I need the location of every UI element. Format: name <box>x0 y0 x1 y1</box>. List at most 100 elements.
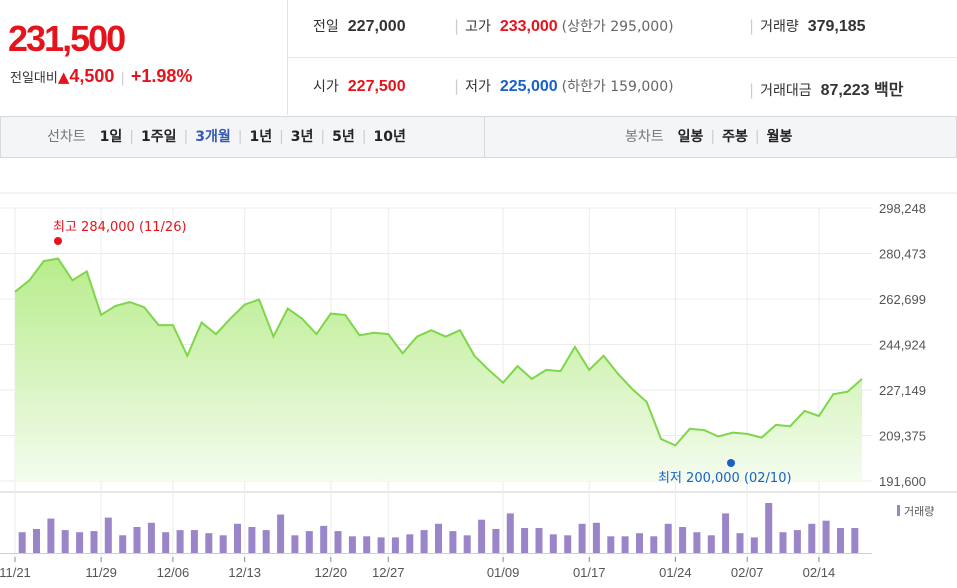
volume-bar <box>90 531 98 553</box>
x-tick-label: 02/14 <box>803 565 836 580</box>
stat-low: | 저가 225,000 (하한가 159,000) <box>454 77 674 95</box>
volume-bar <box>104 517 112 553</box>
volume-bar <box>693 532 701 553</box>
volume-bar <box>277 514 285 553</box>
candle-chart-label: 봉차트 <box>625 129 664 145</box>
stat-high: | 고가 233,000 (상한가 295,000) <box>454 17 674 35</box>
x-tick-label: 12/20 <box>315 565 348 580</box>
volume-bar <box>33 529 40 553</box>
tab-line-1[interactable]: 1주일 <box>140 129 177 145</box>
volume-bar <box>564 535 572 553</box>
x-tick-label: 11/21 <box>0 565 31 580</box>
volume-bar <box>119 535 127 553</box>
tab-line-0[interactable]: 1일 <box>99 129 123 145</box>
up-arrow-icon: ▲ <box>57 68 70 86</box>
volume-legend-label: 거래량 <box>904 505 934 518</box>
volume-bar <box>449 531 457 553</box>
volume-bar <box>808 523 816 553</box>
volume-bar <box>61 530 69 553</box>
tab-candle-2[interactable]: 월봉 <box>766 129 793 145</box>
volume-bar <box>463 535 471 553</box>
volume-bar <box>851 528 859 553</box>
price-box: 231,500 전일대비▲4,500 | +1.98% <box>0 0 288 115</box>
tab-candle-1[interactable]: 주봉 <box>722 129 748 145</box>
change-label: 전일대비 <box>10 71 58 86</box>
volume-bar <box>18 532 26 553</box>
volume-bar <box>391 537 399 553</box>
volume-bar <box>363 536 371 553</box>
volume-legend-swatch <box>897 505 900 516</box>
volume-bar <box>291 535 299 553</box>
volume-bar <box>664 523 672 553</box>
tab-line-2[interactable]: 3개월 <box>195 129 231 145</box>
y-tick-label: 209,375 <box>879 429 926 444</box>
volume-bar <box>722 513 730 553</box>
volume-bar <box>305 531 313 553</box>
max-point-marker <box>54 237 62 245</box>
y-tick-label: 298,248 <box>879 201 926 216</box>
x-tick-label: 02/07 <box>731 565 764 580</box>
tab-line-3[interactable]: 1년 <box>249 129 273 145</box>
volume-bar <box>234 523 241 553</box>
tab-line-4[interactable]: 3년 <box>290 129 314 145</box>
volume-bar <box>248 527 256 553</box>
x-tick-label: 11/29 <box>85 565 117 580</box>
volume-bar <box>750 537 758 553</box>
volume-bar <box>420 530 428 553</box>
candle-chart-tabs: 봉차트 일봉 | 주봉 | 월봉 <box>625 129 793 145</box>
y-tick-label: 280,473 <box>879 247 926 262</box>
price-area <box>15 258 862 481</box>
current-price: 231,500 <box>8 18 126 59</box>
volume-bar <box>147 522 155 553</box>
volume-bar <box>478 519 486 553</box>
volume-bar <box>190 530 198 553</box>
volume-bar <box>320 525 328 553</box>
volume-bar <box>621 536 629 553</box>
tab-candle-0[interactable]: 일봉 <box>677 129 704 145</box>
volume-bar <box>262 530 270 553</box>
line-chart-label: 선차트 <box>47 129 86 145</box>
price-line <box>14 257 863 447</box>
volume-bar <box>535 528 543 553</box>
x-tick-label: 12/06 <box>157 565 190 580</box>
volume-bar <box>406 534 414 554</box>
volume-bar <box>679 527 687 553</box>
volume-bar <box>793 530 801 553</box>
tab-line-6[interactable]: 10년 <box>373 129 406 145</box>
volume-bar <box>47 518 55 553</box>
tab-line-5[interactable]: 5년 <box>332 129 355 145</box>
change-percent: +1.98% <box>130 66 193 86</box>
volume-bar <box>76 532 84 553</box>
volume-bar <box>521 528 529 553</box>
volume-bar <box>133 527 141 553</box>
volume-bar <box>636 533 643 553</box>
y-tick-label: 262,699 <box>879 292 926 307</box>
volume-bar <box>506 513 514 553</box>
y-tick-label: 227,149 <box>879 383 926 398</box>
x-tick-label: 01/24 <box>659 565 692 580</box>
volume-bar <box>334 531 342 553</box>
volume-bar <box>377 537 385 553</box>
x-tick-label: 12/27 <box>372 565 405 580</box>
stat-prev: 전일 227,000 <box>313 18 406 35</box>
y-tick-label: 244,924 <box>879 338 926 353</box>
volume-bar <box>219 535 227 553</box>
volume-bar <box>779 532 787 553</box>
stat-volume: | 거래량 379,185 <box>749 17 866 35</box>
volume-bar <box>707 535 715 553</box>
volume-bar <box>607 536 615 553</box>
stat-open: 시가 227,500 <box>313 78 406 95</box>
stat-amount: | 거래대금 87,223 백만 <box>749 81 904 99</box>
volume-bar <box>578 523 586 553</box>
x-tick-label: 01/09 <box>487 565 520 580</box>
volume-bar <box>492 529 500 553</box>
chart-period-tabs: 선차트 1일 | 1주일 | 3개월 | 1년 | 3년 | 5년 | 10년 봉차트 일봉 | 주봉 | 월봉 <box>0 116 957 158</box>
volume-bar <box>205 533 213 553</box>
volume-bar <box>837 528 844 553</box>
max-annotation: 최고 284,000 (11/26) <box>53 220 187 235</box>
price-change: 전일대비▲4,500 | +1.98% <box>10 66 193 86</box>
quote-header: 231,500 전일대비▲4,500 | +1.98% 전일 227,000 | 고가 2… <box>0 0 957 116</box>
volume-bar <box>435 523 442 553</box>
volume-bar <box>736 533 744 553</box>
